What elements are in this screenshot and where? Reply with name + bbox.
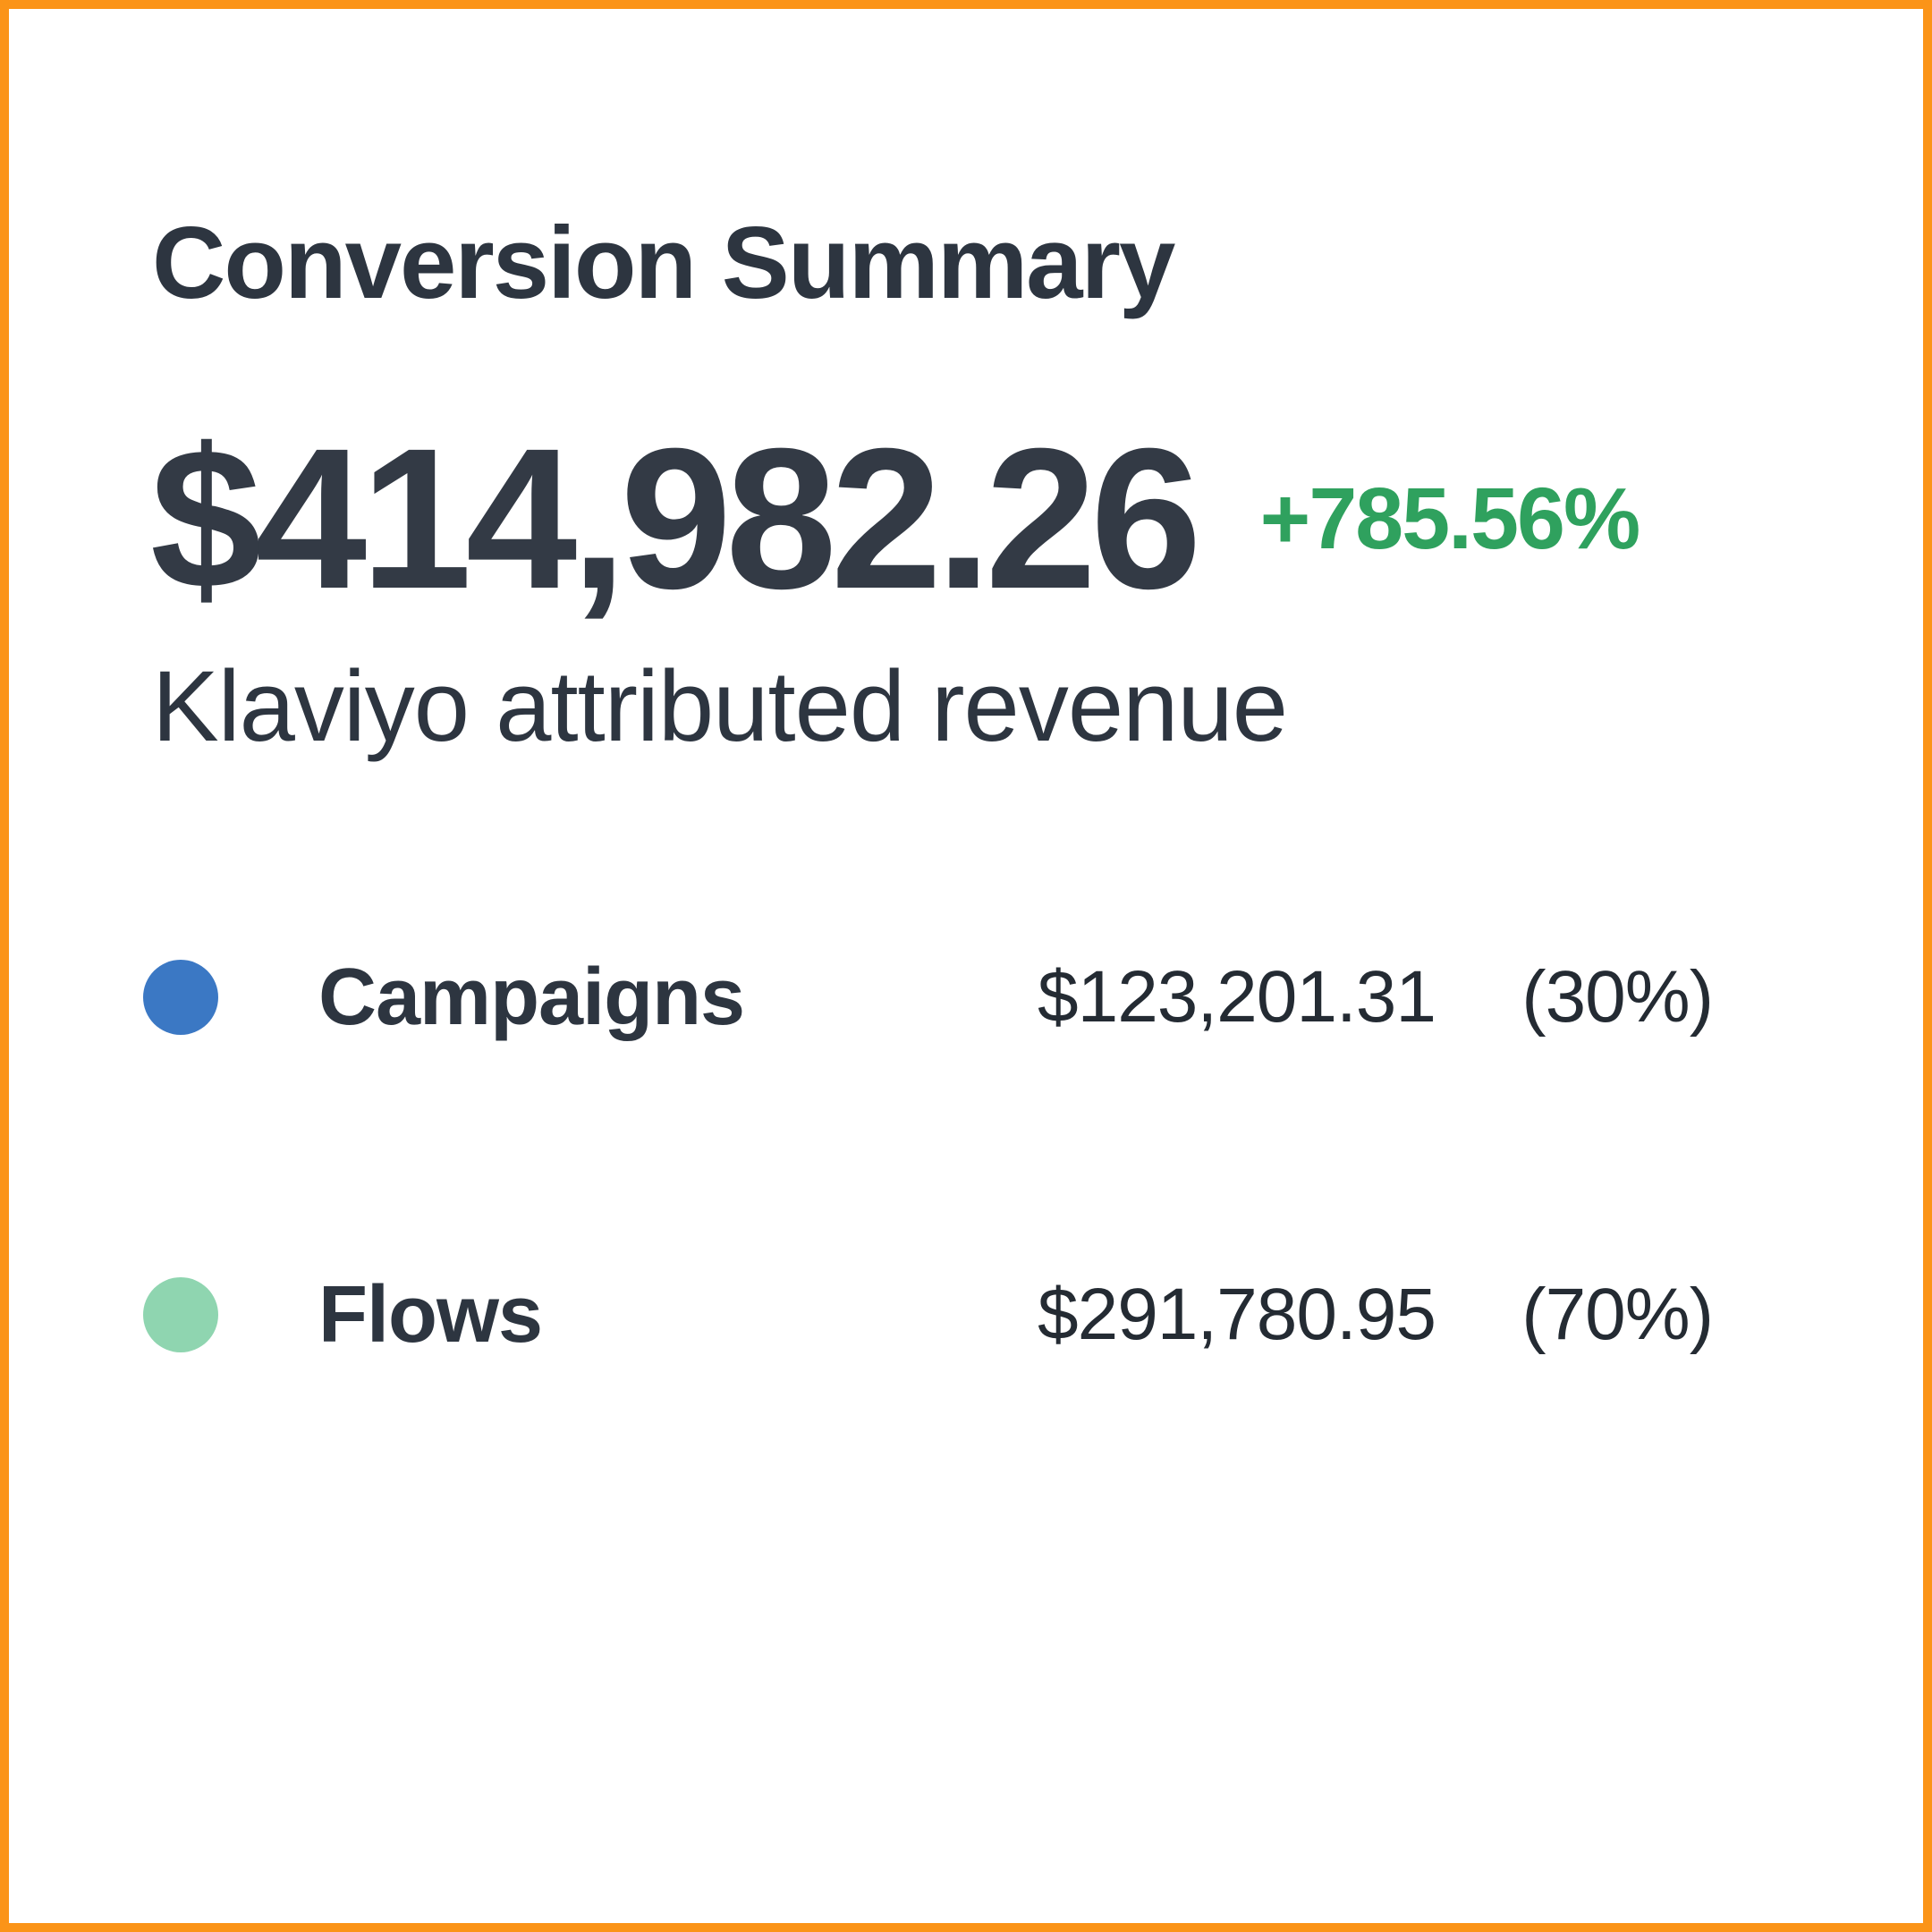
legend-row-campaigns: Campaigns $123,201.31 (30%): [143, 939, 1714, 1055]
legend-amount-flows: $291,780.95: [1037, 1274, 1436, 1355]
legend-percent-campaigns: (30%): [1521, 956, 1714, 1038]
legend-amount-campaigns: $123,201.31: [1037, 956, 1436, 1038]
card-subtitle: Klaviyo attributed revenue: [152, 650, 1288, 762]
legend-label-flows: Flows: [318, 1269, 543, 1360]
card-title: Conversion Summary: [152, 207, 1175, 320]
revenue-delta-percent: +785.56%: [1259, 470, 1641, 567]
legend-row-flows: Flows $291,780.95 (70%): [143, 1257, 1714, 1373]
campaigns-dot-icon: [143, 960, 218, 1035]
revenue-legend: Campaigns $123,201.31 (30%) Flows $291,7…: [143, 939, 1714, 1574]
total-revenue-value: $414,982.26: [150, 407, 1202, 631]
legend-percent-flows: (70%): [1521, 1274, 1714, 1355]
total-revenue-row: $414,982.26 +785.56%: [150, 407, 1641, 631]
flows-dot-icon: [143, 1277, 218, 1352]
legend-label-campaigns: Campaigns: [318, 952, 745, 1042]
